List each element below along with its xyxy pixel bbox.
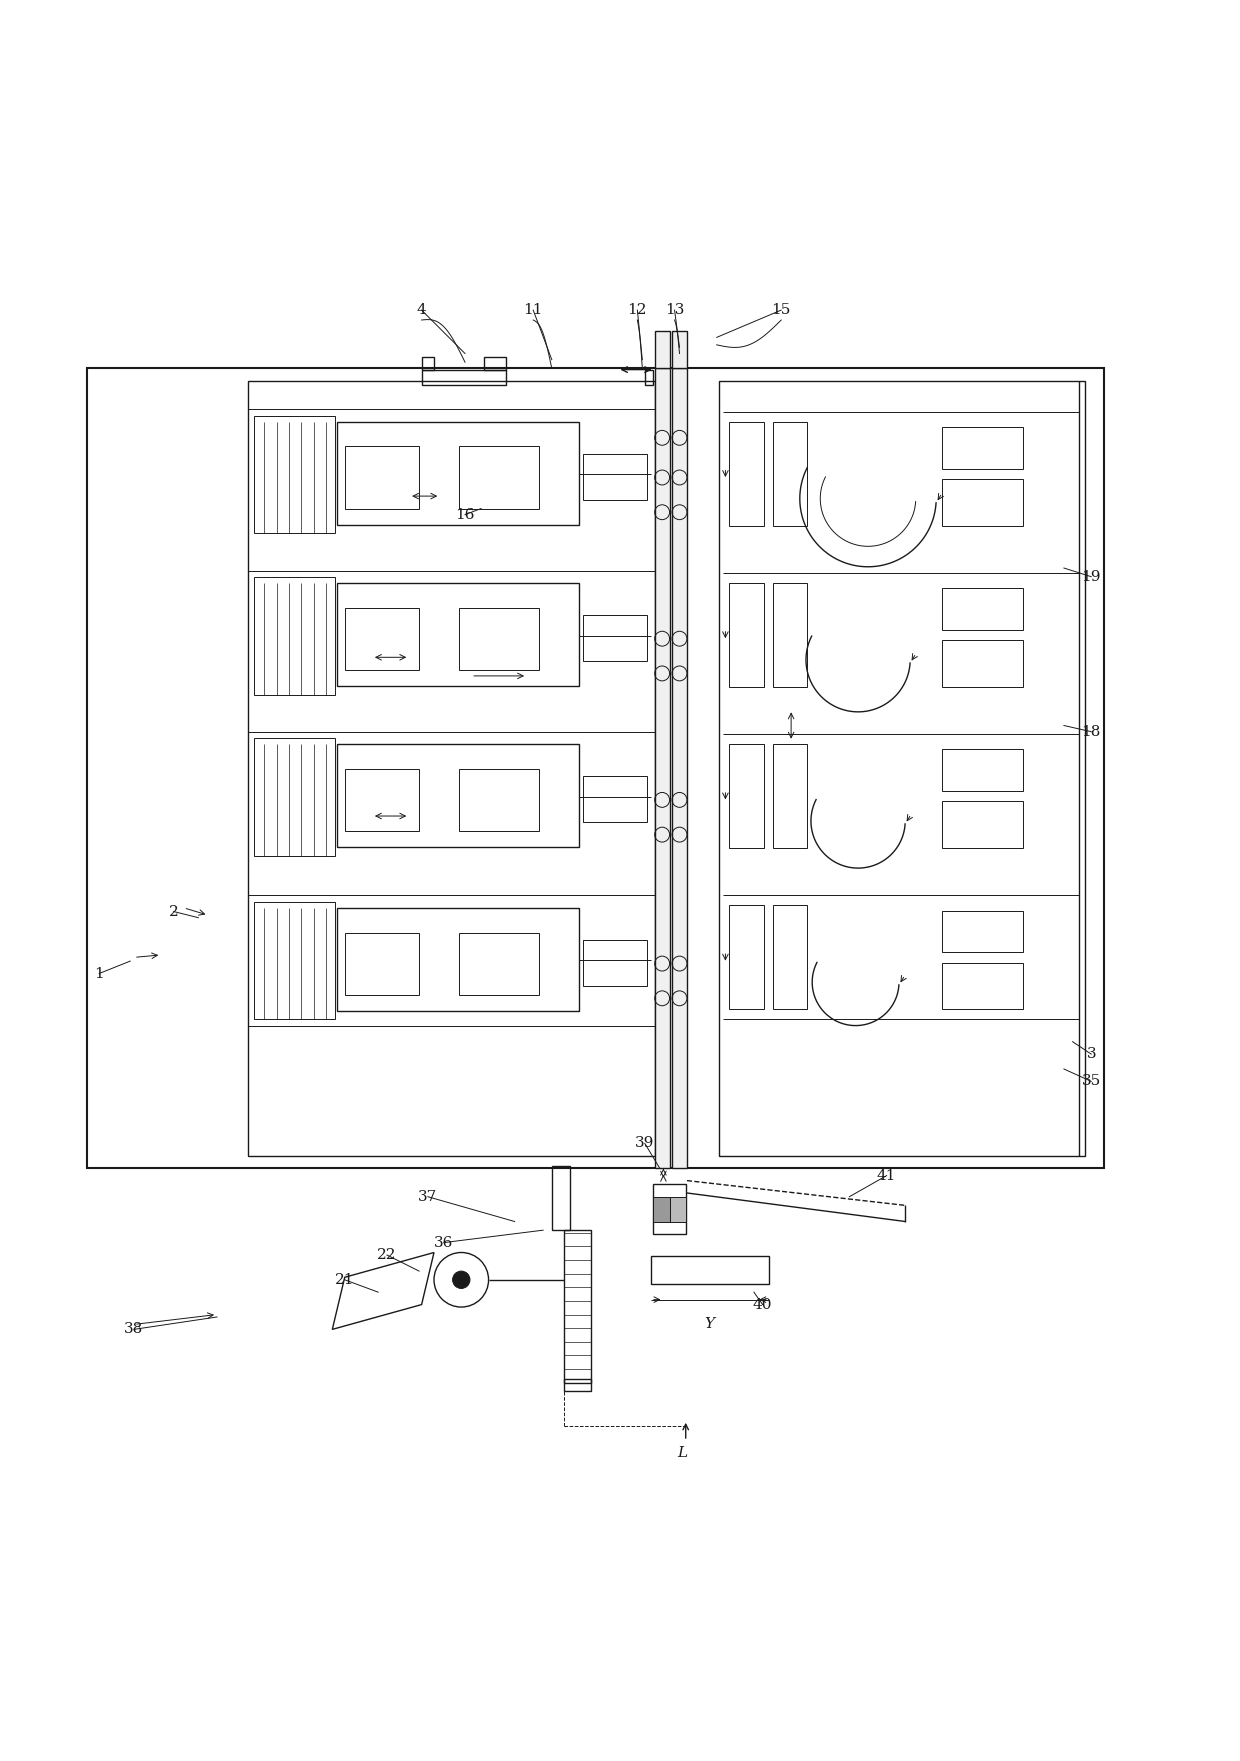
Bar <box>459 770 539 831</box>
Bar <box>672 368 687 1168</box>
Bar <box>719 380 1085 1155</box>
Text: 38: 38 <box>124 1323 144 1337</box>
Bar <box>254 902 335 1020</box>
Text: 37: 37 <box>418 1190 438 1205</box>
Bar <box>773 745 807 849</box>
Bar <box>942 426 1023 468</box>
Bar <box>564 1379 591 1391</box>
Bar <box>942 910 1023 953</box>
Text: 19: 19 <box>1081 571 1101 583</box>
Text: L: L <box>677 1446 687 1460</box>
Text: 41: 41 <box>877 1169 897 1183</box>
Bar <box>729 421 764 527</box>
Bar <box>773 421 807 527</box>
Bar <box>248 380 655 1155</box>
Bar <box>729 583 764 687</box>
Bar <box>345 770 419 831</box>
Bar <box>583 454 647 500</box>
Text: 35: 35 <box>1081 1074 1101 1088</box>
Text: 21: 21 <box>335 1273 355 1287</box>
Circle shape <box>453 1271 470 1289</box>
Text: 39: 39 <box>635 1136 655 1150</box>
Bar <box>653 1185 686 1234</box>
Bar <box>583 615 647 660</box>
Bar <box>942 479 1023 527</box>
Text: 3: 3 <box>1086 1048 1096 1062</box>
Text: 22: 22 <box>377 1249 397 1263</box>
Bar <box>672 331 687 368</box>
Bar <box>552 1166 570 1231</box>
Text: 36: 36 <box>434 1236 454 1250</box>
Bar <box>87 368 1104 1168</box>
Bar <box>670 1197 686 1222</box>
Text: 13: 13 <box>665 303 684 317</box>
Bar <box>583 777 647 822</box>
Text: 16: 16 <box>455 507 475 521</box>
Bar <box>459 933 539 995</box>
Bar <box>254 416 335 534</box>
Bar <box>942 641 1023 687</box>
Bar <box>254 738 335 856</box>
Text: Y: Y <box>704 1317 714 1331</box>
Bar <box>653 1197 670 1222</box>
Bar <box>337 421 579 525</box>
Bar <box>773 583 807 687</box>
Text: 15: 15 <box>771 303 791 317</box>
Bar <box>655 368 670 1168</box>
Bar <box>459 608 539 669</box>
Bar <box>345 608 419 669</box>
Text: 4: 4 <box>417 303 427 317</box>
Bar <box>645 370 653 384</box>
Text: 1: 1 <box>94 967 104 981</box>
Bar <box>254 576 335 694</box>
Bar <box>337 583 579 685</box>
Bar <box>942 588 1023 630</box>
Bar <box>655 331 670 368</box>
Bar <box>942 963 1023 1009</box>
Bar <box>942 750 1023 791</box>
Bar <box>337 745 579 847</box>
Bar <box>337 907 579 1011</box>
Bar <box>773 905 807 1009</box>
Text: 2: 2 <box>169 905 179 919</box>
Bar <box>422 357 434 370</box>
Text: 11: 11 <box>523 303 543 317</box>
Text: 12: 12 <box>627 303 647 317</box>
Bar <box>459 447 539 509</box>
Bar <box>484 357 506 370</box>
Bar <box>942 801 1023 849</box>
Bar <box>345 447 419 509</box>
Bar <box>729 905 764 1009</box>
Bar <box>422 370 506 384</box>
Bar <box>651 1256 769 1284</box>
Text: 18: 18 <box>1081 726 1101 738</box>
Bar <box>345 933 419 995</box>
Bar <box>564 1231 591 1382</box>
Bar <box>729 745 764 849</box>
Bar <box>583 940 647 986</box>
Text: 40: 40 <box>753 1298 773 1312</box>
